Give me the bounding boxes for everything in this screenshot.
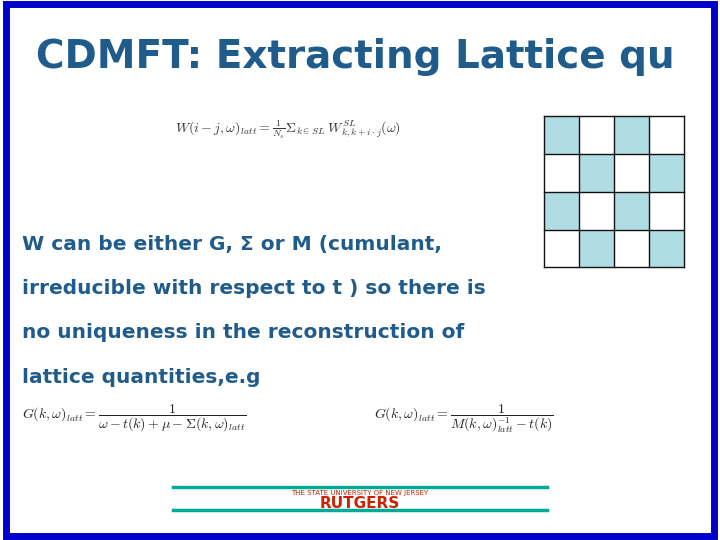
Text: THE STATE UNIVERSITY OF NEW JERSEY: THE STATE UNIVERSITY OF NEW JERSEY	[292, 490, 428, 496]
Text: $W(i-j,\omega)_{latt} = \frac{1}{N_s}\Sigma_{k\in SL}\; W^{SL}_{k,k+i\cdot j}(\o: $W(i-j,\omega)_{latt} = \frac{1}{N_s}\Si…	[175, 118, 401, 141]
Bar	[614, 116, 649, 154]
Bar	[579, 154, 613, 192]
Bar	[579, 230, 613, 267]
FancyBboxPatch shape	[6, 4, 714, 536]
Text: $G(k,\omega)_{latt} = \dfrac{1}{M(k,\omega)^{-1}_{latt} - t(k)}$: $G(k,\omega)_{latt} = \dfrac{1}{M(k,\ome…	[374, 402, 554, 435]
Text: lattice quantities,e.g: lattice quantities,e.g	[22, 368, 260, 387]
Text: irreducible with respect to t ) so there is: irreducible with respect to t ) so there…	[22, 279, 485, 298]
Bar	[544, 116, 579, 154]
Text: CDMFT: Extracting Lattice qu: CDMFT: Extracting Lattice qu	[36, 38, 675, 76]
Text: W can be either G, Σ or M (cumulant,: W can be either G, Σ or M (cumulant,	[22, 235, 441, 254]
Bar	[614, 192, 649, 230]
Text: RUTGERS: RUTGERS	[320, 496, 400, 511]
Text: $G(k,\omega)_{latt} = \dfrac{1}{\omega - t(k) + \mu - \Sigma(k,\omega)_{latt}}$: $G(k,\omega)_{latt} = \dfrac{1}{\omega -…	[22, 403, 246, 434]
Bar	[649, 154, 684, 192]
Bar	[544, 192, 579, 230]
Text: no uniqueness in the reconstruction of: no uniqueness in the reconstruction of	[22, 323, 464, 342]
Bar	[649, 230, 684, 267]
